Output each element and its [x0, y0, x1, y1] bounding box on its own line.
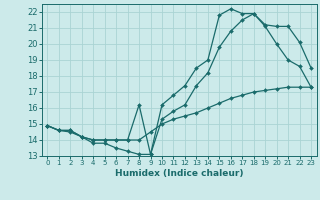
- X-axis label: Humidex (Indice chaleur): Humidex (Indice chaleur): [115, 169, 244, 178]
